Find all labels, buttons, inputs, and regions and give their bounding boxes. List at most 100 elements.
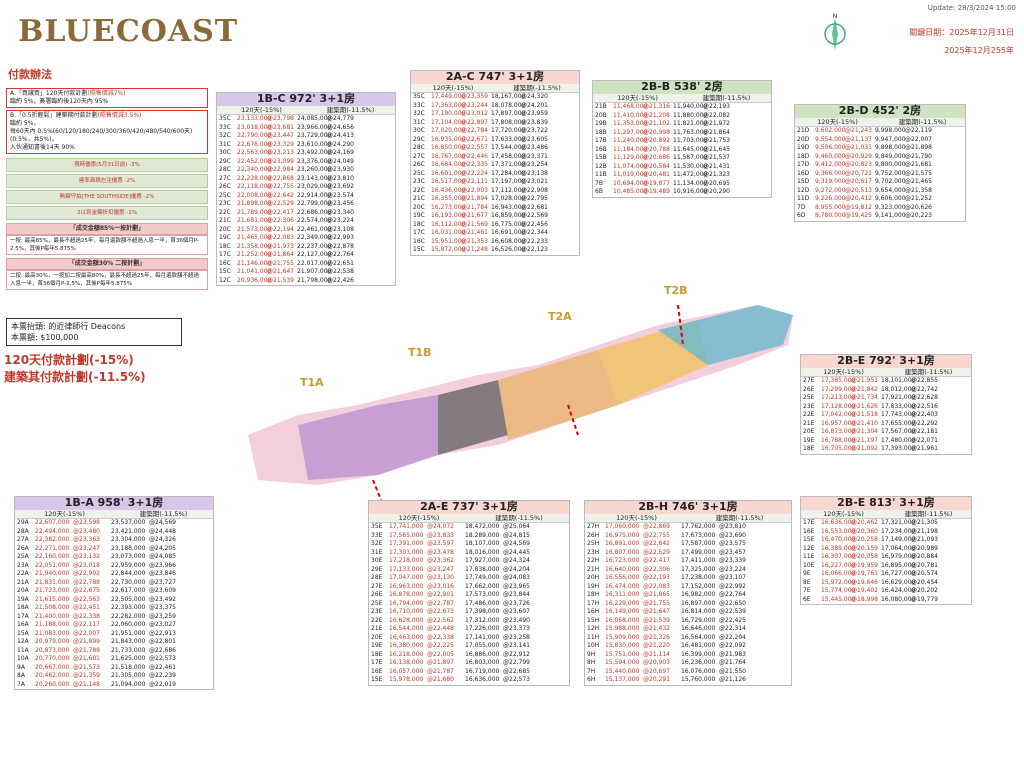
price-120-cell: 16,640,000 [605,565,640,573]
unit-cell: 6H [587,676,596,683]
psf-120-cell: @20,058 [851,553,878,560]
psf-120-cell: @24,072 [427,523,454,530]
psf-build-cell: @23,959 [521,110,548,117]
unit-cell: 16E [803,527,815,535]
table-row: 21A 21,831,000 @22,788 22,730,000 @23,727 [15,579,213,588]
unit-cell: 25E [371,599,383,607]
price-120-cell: 21,723,000 [35,587,70,594]
psf-120-cell: @22,787 [427,599,454,607]
unit-cell: 18A [17,604,29,611]
table-row: 18E 16,218,000 @22,005 16,886,000 @22,912 [369,651,569,660]
price-120-cell: 21,146,000 [237,259,272,267]
price-120-cell: 16,794,000 [389,599,424,607]
price-120-cell: 16,463,000 [389,633,424,641]
psf-build-cell: @23,258 [503,633,530,641]
plan-120-header: 120天(-15%) [817,117,858,126]
price-120-cell: 17,190,000 [431,110,466,117]
table-row: 12C 20,936,000 @21,539 21,798,000 @22,426 [217,277,395,286]
table-row: 28C 16,850,000 @22,557 17,544,000 @23,486 [411,144,579,153]
table-title: 2B-E 792' 3+1房 [801,355,971,368]
plan-build-header: 建築期(-11.5%) [513,83,561,92]
psf-120-cell: @22,338 [427,633,454,641]
table-row: 19E 16,380,000 @22,225 17,055,000 @23,141 [369,642,569,651]
table-subheader: 120天(-15%) 建築期(-11.5%) [15,509,213,519]
unit-cell: 28C [413,144,425,151]
table-row: 11A 20,873,000 @21,788 21,733,000 @22,686 [15,647,213,656]
table-row: 15E 15,978,000 @21,680 16,636,000 @22,573 [369,676,569,685]
price-120-cell: 22,271,000 [35,544,70,552]
table-row: 12A 20,979,000 @21,899 21,843,000 @22,801 [15,638,213,647]
psf-build-cell: @23,965 [503,582,530,590]
unit-cell: 18C [219,242,231,250]
psf-build-cell: @24,324 [503,557,530,564]
price-120-cell: 16,963,000 [389,582,424,590]
psf-build-cell: @22,461 [149,663,176,671]
price-build-cell: 17,808,000 [491,118,526,126]
price-120-cell: 11,297,000 [613,128,648,136]
price-120-cell: 9,460,000 [815,152,846,160]
psf-build-cell: @22,878 [327,242,354,250]
table-row: 29C 16,935,000 @22,671 17,633,000 @23,605 [411,136,579,145]
psf-120-cell: @19,877 [643,179,670,187]
table-row: 30E 17,218,000 @23,362 17,927,000 @24,324 [369,557,569,566]
price-build-cell: 22,686,000 [297,208,332,216]
price-build-cell: 23,260,000 [297,166,332,173]
table-row: 21C 16,355,000 @21,894 17,028,000 @22,795 [411,195,579,204]
table-row: 29C 22,452,000 @23,099 23,376,000 @24,049 [217,158,395,167]
table-row: 26C 16,684,000 @22,335 17,371,000 @23,254 [411,161,579,170]
price-build-cell: 9,800,000 [875,161,906,168]
psf-120-cell: @21,410 [851,419,878,427]
psf-build-cell: @23,810 [719,523,746,530]
psf-build-cell: @22,071 [911,436,938,444]
table-title: 2A-C 747' 3+1房 [411,71,579,84]
price-build-cell: 17,312,000 [465,616,500,624]
psf-build-cell: @24,445 [503,548,530,556]
price-120-cell: 21,188,000 [35,621,70,628]
price-120-cell: 20,979,000 [35,638,70,645]
plan-build-header: 建築期(-11.5%) [898,117,947,126]
psf-build-cell: @22,764 [327,251,354,258]
table-row: 17E 16,138,000 @21,897 16,803,000 @22,799 [369,659,569,668]
unit-cell: 22C [219,208,231,216]
unit-cell: 23H [587,548,600,556]
price-build-cell: 17,573,000 [465,591,500,598]
table-row: 7B 10,694,000 @19,877 11,134,000 @20,695 [593,180,771,189]
psf-build-cell: @23,844 [503,591,530,598]
unit-cell: 15D [797,178,810,185]
table-subheader: 120天(-15%) 建築期(-11.5%) [585,513,791,523]
price-build-cell: 17,284,000 [491,169,526,177]
price-build-cell: 22,959,000 [111,561,146,569]
psf-build-cell: @19,779 [911,595,938,603]
unit-cell: 26H [587,531,600,539]
psf-build-cell: @24,204 [503,565,530,573]
unit-cell: 12D [797,186,810,194]
psf-build-cell: @23,224 [327,217,354,224]
price-120-cell: 16,850,000 [431,144,466,151]
psf-build-cell: @22,181 [911,428,938,435]
price-120-cell: 20,936,000 [237,276,272,284]
table-row: 17D 9,412,000 @20,823 9,800,000 @21,681 [795,161,965,170]
table-row: 23E 17,128,000 @21,626 17,833,000 @22,516 [801,403,971,412]
price-120-cell: 16,807,000 [605,548,640,556]
psf-build-cell: @23,727 [149,578,176,586]
psf-build-cell: @21,681 [905,161,932,168]
table-subheader: 120天(-15%) 建築期(-11.5%) [795,117,965,127]
table-row: 11B 11,019,000 @20,481 11,472,000 @21,323 [593,171,771,180]
table-row: 22A 21,940,000 @22,902 22,844,000 @23,846 [15,570,213,579]
unit-cell: 19H [587,582,600,590]
psf-120-cell: @20,686 [643,154,670,161]
psf-120-cell: @21,784 [461,203,488,211]
price-120-cell: 16,193,000 [431,212,466,219]
table-row: 23E 16,710,000 @22,673 17,398,000 @23,607 [369,608,569,617]
price-120-cell: 9,506,000 [815,144,846,151]
price-build-cell: 11,645,000 [673,145,708,153]
table-row: 30C 17,020,000 @22,784 17,720,000 @23,722 [411,127,579,136]
price-build-cell: 10,916,000 [673,188,708,195]
price-build-cell: 11,880,000 [673,111,708,119]
svg-text:N: N [833,13,838,20]
psf-build-cell: @24,448 [149,527,176,535]
psf-build-cell: @22,344 [521,229,548,236]
psf-120-cell: @21,951 [851,377,878,384]
unit-cell: 11B [595,171,607,178]
unit-cell: 8H [587,659,596,666]
